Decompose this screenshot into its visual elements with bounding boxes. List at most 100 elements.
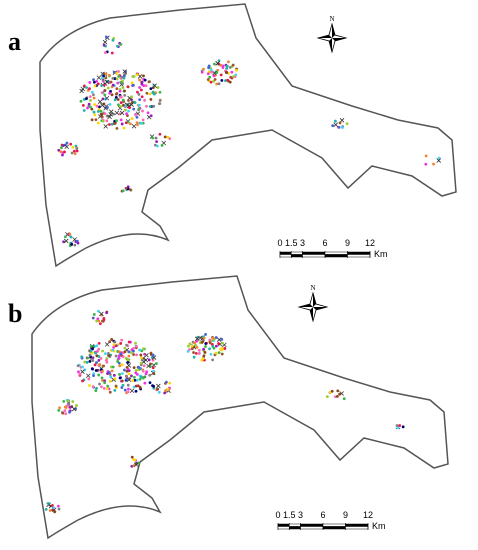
point (101, 378, 104, 382)
point (197, 352, 201, 355)
point (107, 351, 110, 355)
cross-marker (133, 462, 139, 467)
point (137, 461, 141, 465)
point (44, 508, 48, 511)
cross-marker (156, 383, 161, 389)
point (95, 319, 99, 323)
point (92, 110, 96, 114)
point (197, 348, 201, 352)
point (87, 102, 91, 106)
point (130, 455, 134, 459)
point (67, 403, 71, 406)
point (111, 365, 115, 369)
point (99, 357, 103, 360)
cross-marker (85, 373, 91, 379)
point (190, 347, 194, 351)
point (138, 386, 142, 389)
point (68, 410, 71, 414)
cross-marker (114, 110, 120, 116)
point (132, 107, 136, 111)
point (148, 92, 152, 96)
point (112, 345, 116, 349)
point (85, 97, 88, 101)
point (111, 38, 115, 42)
point (225, 70, 228, 74)
scale-segment (302, 254, 326, 258)
point (139, 353, 143, 357)
point (86, 356, 90, 360)
cross-marker (212, 70, 217, 76)
cross-marker (64, 144, 70, 150)
cross-marker (198, 335, 203, 341)
point (92, 313, 96, 316)
point (143, 78, 147, 82)
point (155, 140, 159, 144)
point (140, 80, 144, 84)
point (88, 95, 92, 99)
point (211, 336, 215, 340)
point (220, 338, 224, 341)
point (81, 365, 84, 369)
north-label: N (329, 15, 334, 23)
point (88, 384, 91, 387)
point (155, 144, 159, 148)
point (212, 62, 216, 66)
point (217, 342, 220, 345)
point (57, 409, 61, 412)
point (160, 143, 164, 147)
point (104, 76, 108, 80)
point (111, 83, 115, 87)
point (120, 122, 124, 126)
point (152, 104, 156, 108)
point (127, 354, 131, 358)
scale-segment (347, 251, 371, 255)
point (131, 379, 135, 382)
point (114, 354, 118, 358)
point (146, 111, 150, 115)
point (88, 359, 92, 363)
point (89, 349, 93, 353)
point (105, 387, 109, 391)
point (139, 361, 143, 365)
scale-segment (277, 526, 290, 530)
point (208, 347, 211, 351)
point (424, 162, 428, 166)
point (88, 87, 91, 91)
point (119, 101, 123, 105)
point (125, 343, 128, 347)
point (116, 98, 120, 101)
point (135, 345, 138, 348)
point (58, 406, 61, 410)
point (120, 363, 124, 367)
point (210, 70, 214, 74)
point (123, 350, 127, 353)
point (140, 95, 144, 99)
point (231, 63, 235, 67)
point (230, 70, 234, 74)
point (97, 358, 101, 362)
point (202, 354, 206, 358)
point (93, 113, 97, 117)
point (102, 83, 106, 87)
point (195, 339, 199, 343)
point (108, 123, 111, 126)
point (108, 379, 112, 383)
point (90, 118, 94, 122)
point (137, 103, 141, 107)
cross-marker (333, 122, 338, 127)
point (97, 355, 101, 358)
scale-segment (291, 254, 303, 258)
point (120, 386, 124, 389)
point (105, 79, 109, 83)
point (88, 353, 92, 357)
point (137, 107, 141, 110)
point (76, 241, 80, 245)
point (63, 150, 66, 154)
point (151, 136, 154, 140)
point (98, 363, 101, 366)
point (209, 80, 213, 84)
scale-segment (289, 526, 301, 530)
point (103, 51, 107, 55)
